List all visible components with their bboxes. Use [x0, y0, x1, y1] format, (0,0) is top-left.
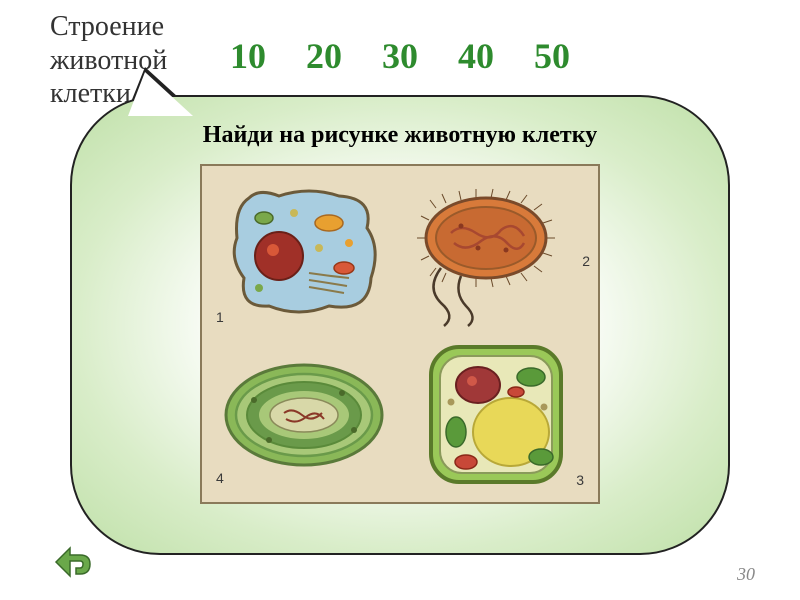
point-10[interactable]: 10 [230, 35, 266, 77]
point-50[interactable]: 50 [534, 35, 570, 77]
cell-label-2: 2 [582, 253, 590, 269]
point-30[interactable]: 30 [382, 35, 418, 77]
bubble-tail-fill [128, 72, 193, 116]
animal-cell-icon [219, 178, 389, 328]
diagram-cell-2[interactable]: 2 [404, 176, 588, 329]
diagram-cell-3[interactable]: 3 [404, 337, 588, 492]
diagram-cell-4[interactable]: 4 [212, 337, 396, 492]
points-row: 10 20 30 40 50 [230, 10, 570, 77]
question-text: Найди на рисунке животную клетку [112, 122, 688, 149]
cyanobacterium-icon [214, 345, 394, 485]
back-arrow-icon [50, 542, 94, 582]
bubble-body: Найди на рисунке животную клетку [70, 95, 730, 555]
point-20[interactable]: 20 [306, 35, 342, 77]
cell-label-1: 1 [216, 309, 224, 325]
cell-label-3: 3 [576, 472, 584, 488]
back-button[interactable] [50, 542, 94, 582]
plant-cell-icon [416, 337, 576, 492]
cell-label-4: 4 [216, 470, 224, 486]
diagram-cell-1[interactable]: 1 [212, 176, 396, 329]
page-number: 30 [737, 564, 755, 585]
bacterium-icon [406, 178, 586, 328]
point-40[interactable]: 40 [458, 35, 494, 77]
speech-bubble: Найди на рисунке животную клетку [70, 95, 730, 555]
cell-diagram: 1 [200, 164, 600, 504]
